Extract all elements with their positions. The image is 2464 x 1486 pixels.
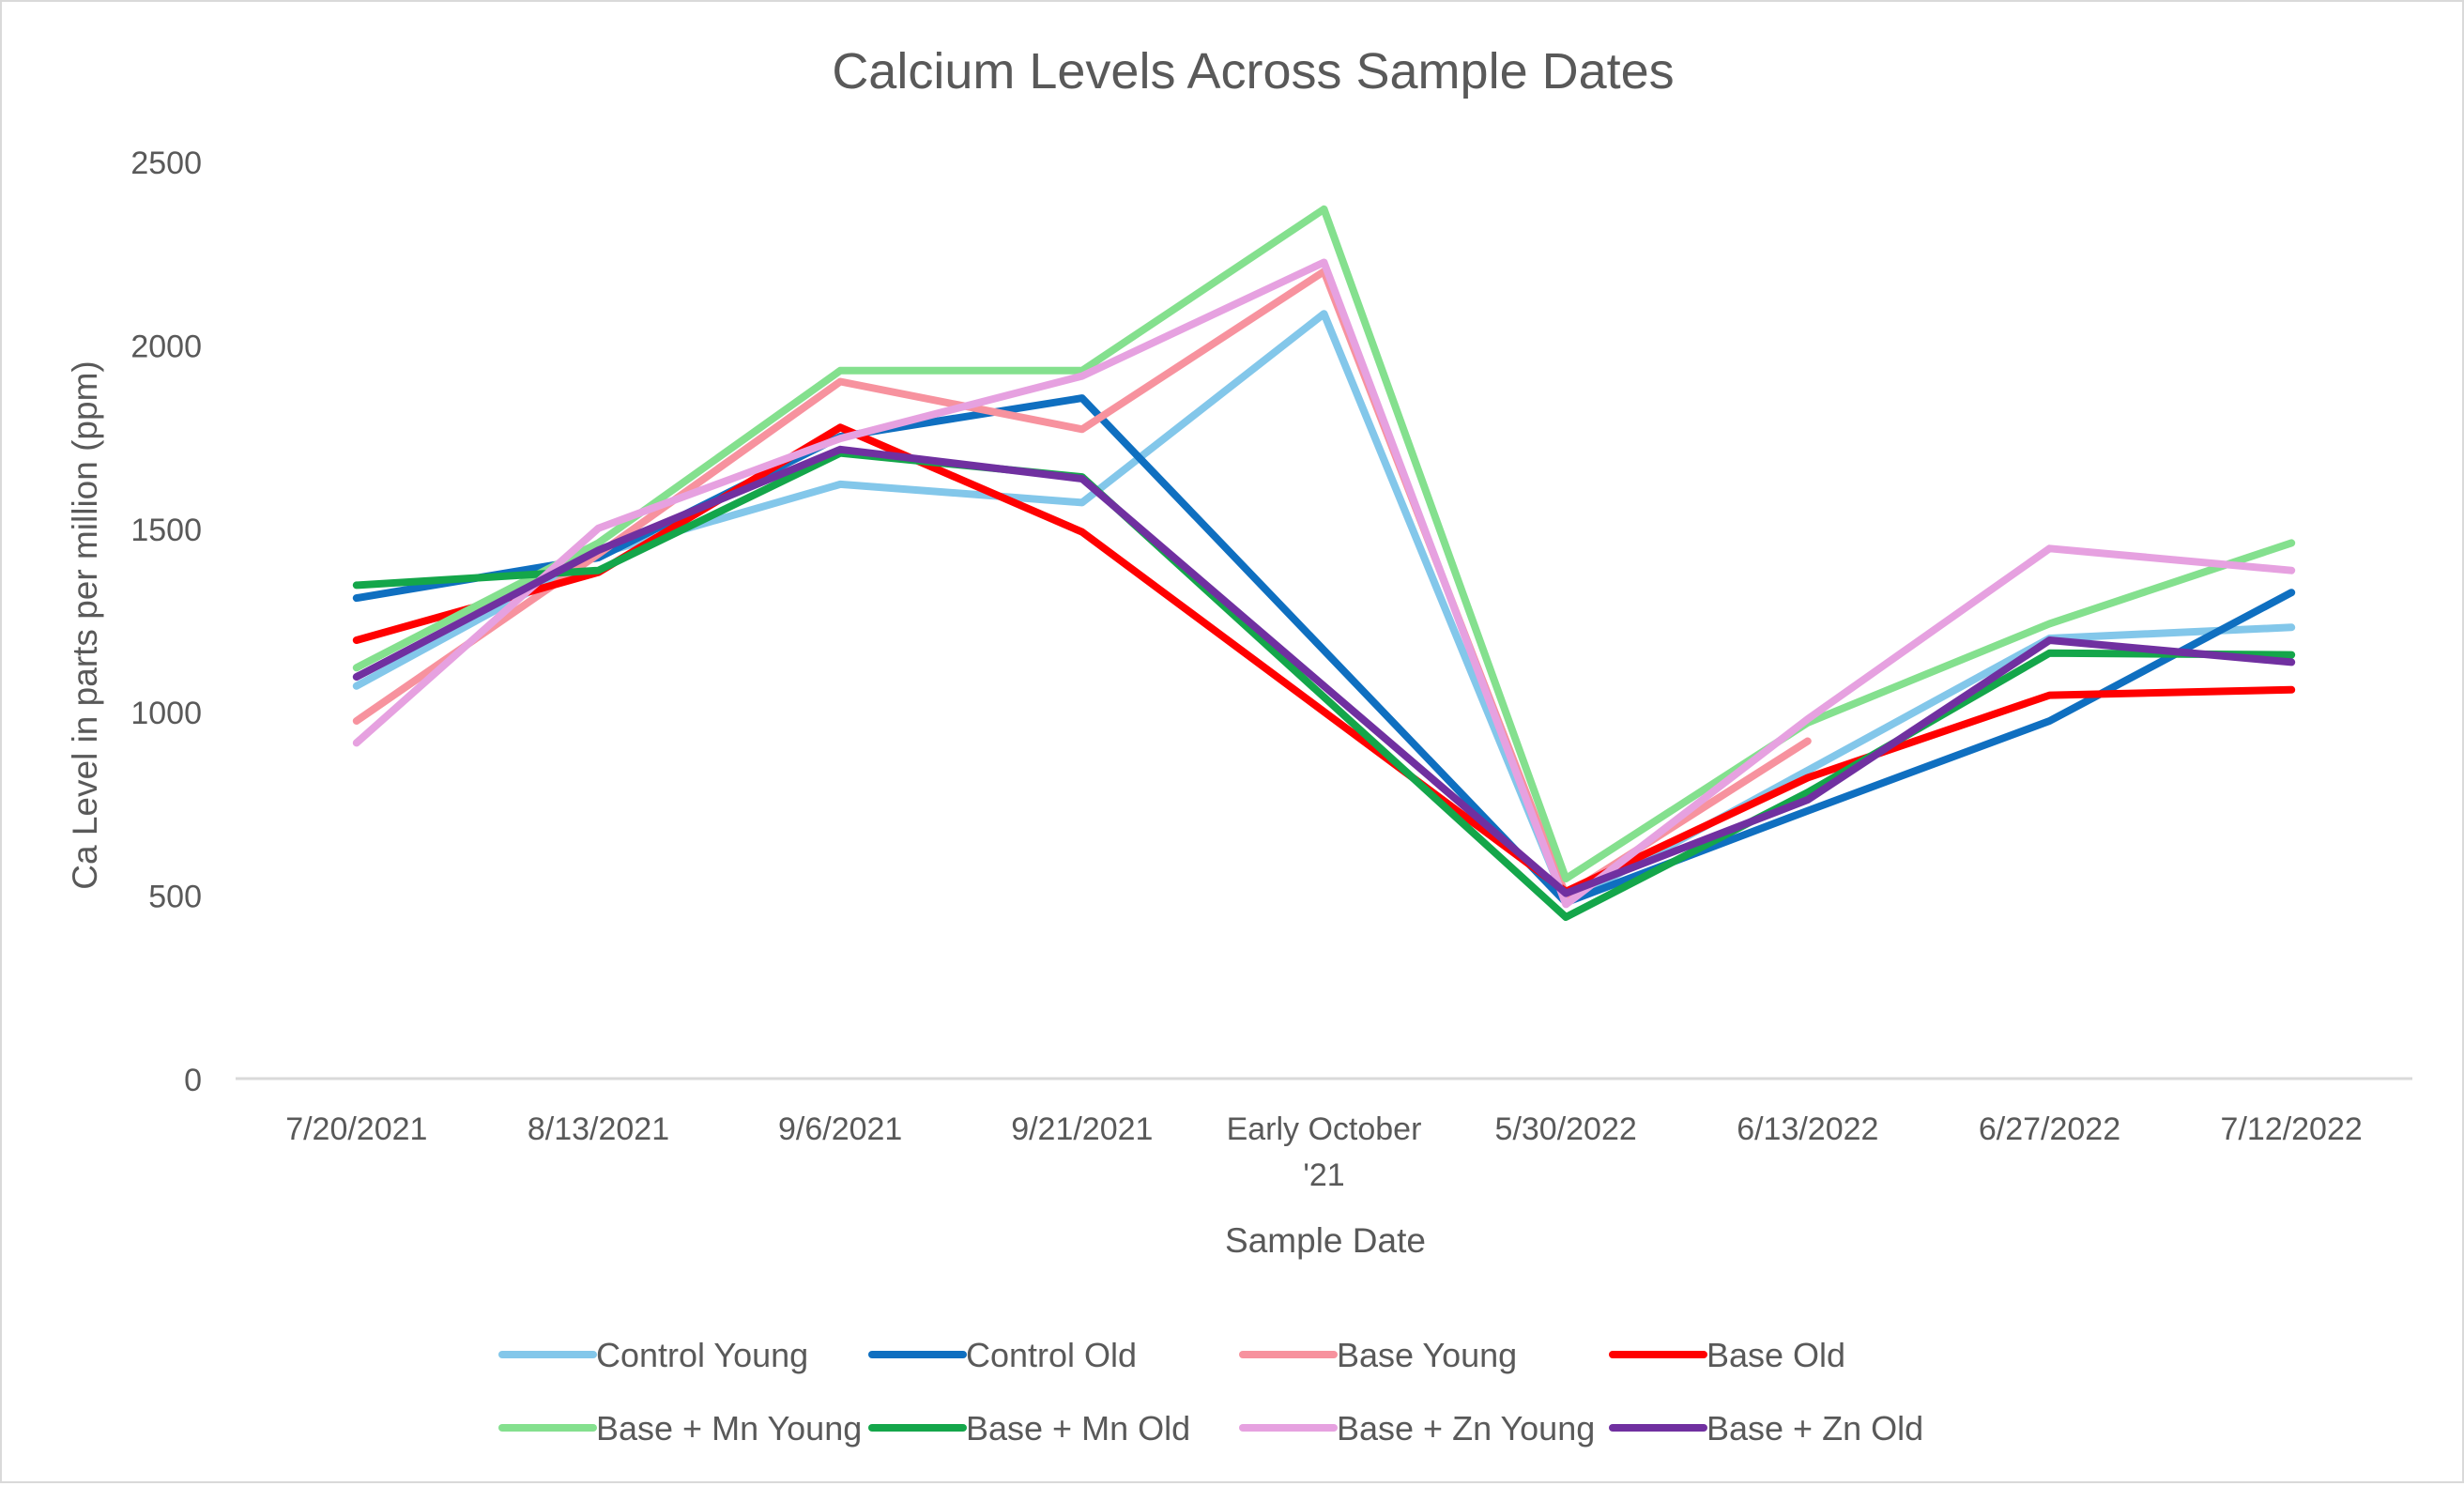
y-axis-title: Ca Level in parts per million (ppm) [66, 360, 104, 889]
legend-label: Control Young [596, 1336, 808, 1374]
x-tick-label: 8/13/2021 [528, 1111, 669, 1147]
legend-label: Base Old [1706, 1336, 1845, 1374]
y-tick-label: 1500 [130, 513, 202, 548]
x-tick-label: 6/27/2022 [1979, 1111, 2120, 1147]
series-line-base-mn-young [352, 205, 2296, 882]
y-tick-label: 500 [148, 880, 202, 915]
y-tick-label: 1000 [130, 696, 202, 731]
legend-label: Base Young [1337, 1336, 1517, 1374]
y-tick-label: 2000 [130, 329, 202, 364]
x-tick-label: 9/21/2021 [1011, 1111, 1153, 1147]
x-tick-label: 5/30/2022 [1495, 1111, 1637, 1147]
legend-item: Control Young [498, 1336, 808, 1374]
x-tick-label: Early October '21 [1227, 1111, 1422, 1193]
y-axis-tick-labels: 0 500 1000 1500 2000 2500 [130, 146, 202, 1098]
legend-item: Base + Mn Old [868, 1409, 1190, 1448]
legend-label: Base + Mn Young [596, 1409, 862, 1448]
chart-title: Calcium Levels Across Sample Dates [832, 43, 1674, 100]
legend: Control Young Control Old Base Young Base O… [498, 1336, 1923, 1448]
x-axis-tick-labels: 7/20/2021 8/13/2021 9/6/2021 9/21/2021 Early… [285, 1111, 2363, 1193]
series-line-control-young [352, 310, 2296, 907]
legend-item: Base + Zn Old [1609, 1409, 1923, 1448]
legend-label: Base + Zn Young [1337, 1409, 1595, 1448]
series-line-base-mn-old [352, 449, 2296, 921]
series-line-control-old [352, 394, 2296, 907]
x-tick-label: 6/13/2022 [1737, 1111, 1878, 1147]
legend-item: Base + Zn Young [1239, 1409, 1595, 1448]
legend-item: Base Young [1239, 1336, 1517, 1374]
legend-item: Base Old [1609, 1336, 1845, 1374]
legend-label: Base + Zn Old [1706, 1409, 1923, 1448]
x-tick-label: 7/12/2022 [2221, 1111, 2363, 1147]
y-tick-label: 0 [184, 1063, 202, 1098]
x-tick-label: 9/6/2021 [778, 1111, 902, 1147]
x-tick-label: 7/20/2021 [285, 1111, 427, 1147]
legend-item: Base + Mn Young [498, 1409, 862, 1448]
series-line-base-zn-old [352, 445, 2296, 897]
y-tick-label: 2500 [130, 146, 202, 181]
series-lines [352, 205, 2296, 921]
legend-label: Control Old [966, 1336, 1137, 1374]
series-line-base-old [352, 423, 2296, 896]
legend-item: Control Old [868, 1336, 1137, 1374]
series-line-base-zn-young [352, 258, 2296, 909]
series-line-base-young [352, 268, 1812, 899]
x-axis-title: Sample Date [1225, 1221, 1426, 1260]
legend-label: Base + Mn Old [966, 1409, 1190, 1448]
